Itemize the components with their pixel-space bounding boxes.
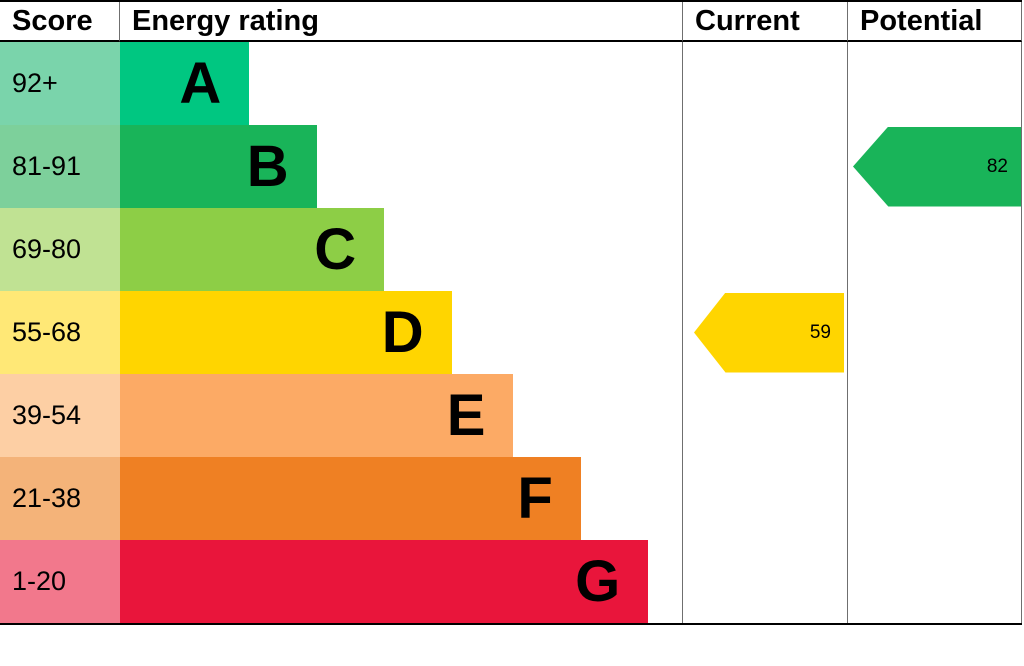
score-cell: 69-80 [0, 208, 120, 291]
rating-bar-d: D [120, 291, 452, 374]
rating-cell: C [120, 208, 683, 291]
score-cell: 21-38 [0, 457, 120, 540]
column-header-current: Current [683, 2, 848, 42]
epc-rating-chart: Score Energy rating Current Potential 59… [0, 0, 1022, 625]
band-letter: G [575, 548, 621, 614]
rating-cell: D [120, 291, 683, 374]
current-arrow: 59 [694, 292, 844, 373]
rating-bar-b: B [120, 125, 317, 208]
column-header-potential: Potential [848, 2, 1022, 42]
rating-bar-c: C [120, 208, 385, 291]
band-letter: E [446, 382, 486, 448]
score-cell: 81-91 [0, 125, 120, 208]
rating-cell: E [120, 374, 683, 457]
score-cell: 92+ [0, 42, 120, 125]
score-cell: 55-68 [0, 291, 120, 374]
rating-bar-g: G [120, 540, 649, 623]
band-letter: F [517, 465, 553, 531]
band-letter: B [246, 133, 289, 199]
score-cell: 1-20 [0, 540, 120, 623]
rating-cell: G [120, 540, 683, 623]
current-value: 59 [809, 321, 831, 343]
rating-cell: A [120, 42, 683, 125]
band-letter: C [314, 216, 357, 282]
potential-value: 82 [986, 155, 1008, 177]
potential-arrow: 82 [853, 126, 1021, 207]
column-header-score: Score [0, 2, 120, 42]
potential-column: 82 [848, 42, 1022, 623]
rating-bar-e: E [120, 374, 514, 457]
rating-bar-a: A [120, 42, 250, 125]
rating-bar-f: F [120, 457, 581, 540]
band-letter: A [179, 50, 222, 116]
score-cell: 39-54 [0, 374, 120, 457]
rating-cell: F [120, 457, 683, 540]
column-header-energy-rating: Energy rating [120, 2, 683, 42]
rating-cell: B [120, 125, 683, 208]
current-column: 59 [683, 42, 848, 623]
band-letter: D [381, 299, 424, 365]
